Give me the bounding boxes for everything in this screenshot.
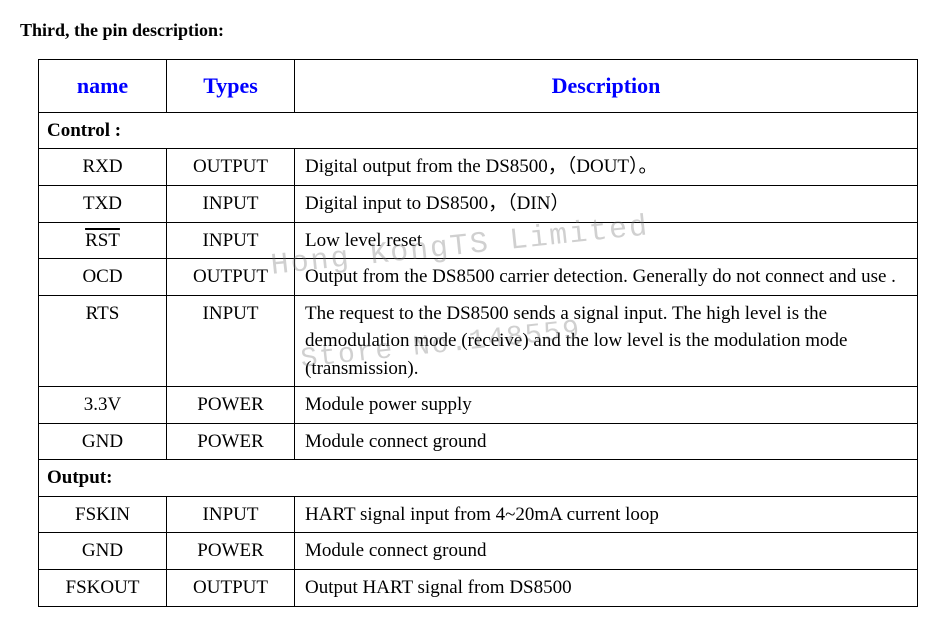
- pin-name: GND: [82, 540, 123, 561]
- pin-type-cell: POWER: [167, 533, 295, 570]
- pin-name-cell: FSKOUT: [39, 570, 167, 607]
- pin-name: GND: [82, 431, 123, 452]
- table-section-row: Output:: [39, 460, 918, 497]
- pin-description-cell: Output HART signal from DS8500: [295, 570, 918, 607]
- table-section-label: Output:: [39, 460, 918, 497]
- pin-type-cell: INPUT: [167, 222, 295, 259]
- pin-type-cell: POWER: [167, 387, 295, 424]
- pin-type-cell: INPUT: [167, 185, 295, 222]
- pin-description-cell: Module connect ground: [295, 533, 918, 570]
- pin-name-cell: FSKIN: [39, 496, 167, 533]
- table-section-label: Control :: [39, 112, 918, 149]
- pin-description-cell: Output from the DS8500 carrier detection…: [295, 259, 918, 296]
- table-row: OCD OUTPUTOutput from the DS8500 carrier …: [39, 259, 918, 296]
- pin-type-cell: INPUT: [167, 295, 295, 387]
- pin-description-table: name Types Description Control : RXD OUTPU…: [38, 59, 918, 607]
- pin-name-cell: RXD: [39, 149, 167, 186]
- pin-description-cell: Module connect ground: [295, 423, 918, 460]
- pin-name: OCD: [82, 266, 122, 287]
- pin-name: RTS: [86, 303, 120, 324]
- page-heading: Third, the pin description:: [20, 20, 911, 41]
- pin-name-cell: RTS: [39, 295, 167, 387]
- pin-name-cell: RST: [39, 222, 167, 259]
- pin-type-cell: OUTPUT: [167, 149, 295, 186]
- pin-name: TXD: [83, 193, 122, 214]
- pin-name: FSKOUT: [66, 577, 140, 598]
- pin-name: 3.3V: [84, 394, 121, 415]
- table-row: 3.3V POWERModule power supply: [39, 387, 918, 424]
- pin-name-cell: TXD: [39, 185, 167, 222]
- table-row: GND POWERModule connect ground: [39, 533, 918, 570]
- col-header-name: name: [39, 60, 167, 113]
- table-row: FSKIN INPUTHART signal input from 4~20mA …: [39, 496, 918, 533]
- pin-name: RXD: [82, 156, 122, 177]
- pin-name: FSKIN: [75, 504, 130, 525]
- col-header-description: Description: [295, 60, 918, 113]
- pin-description-cell: Module power supply: [295, 387, 918, 424]
- pin-description-cell: Digital output from the DS8500，（DOUT）。: [295, 149, 918, 186]
- pin-type-cell: POWER: [167, 423, 295, 460]
- table-section-row: Control :: [39, 112, 918, 149]
- pin-description-cell: Low level reset: [295, 222, 918, 259]
- table-row: RST INPUTLow level reset: [39, 222, 918, 259]
- pin-description-cell: HART signal input from 4~20mA current lo…: [295, 496, 918, 533]
- table-row: RTS INPUTThe request to the DS8500 sends …: [39, 295, 918, 387]
- pin-description-cell: The request to the DS8500 sends a signal…: [295, 295, 918, 387]
- pin-name: RST: [85, 230, 120, 251]
- table-row: FSKOUT OUTPUTOutput HART signal from DS85…: [39, 570, 918, 607]
- pin-name-cell: 3.3V: [39, 387, 167, 424]
- table-header-row: name Types Description: [39, 60, 918, 113]
- pin-description-cell: Digital input to DS8500，（DIN）: [295, 185, 918, 222]
- col-header-types: Types: [167, 60, 295, 113]
- pin-name-cell: OCD: [39, 259, 167, 296]
- pin-type-cell: OUTPUT: [167, 570, 295, 607]
- pin-type-cell: OUTPUT: [167, 259, 295, 296]
- pin-type-cell: INPUT: [167, 496, 295, 533]
- table-row: RXD OUTPUTDigital output from the DS8500，…: [39, 149, 918, 186]
- table-row: TXD INPUTDigital input to DS8500，（DIN）: [39, 185, 918, 222]
- table-row: GND POWERModule connect ground: [39, 423, 918, 460]
- pin-name-cell: GND: [39, 533, 167, 570]
- pin-name-cell: GND: [39, 423, 167, 460]
